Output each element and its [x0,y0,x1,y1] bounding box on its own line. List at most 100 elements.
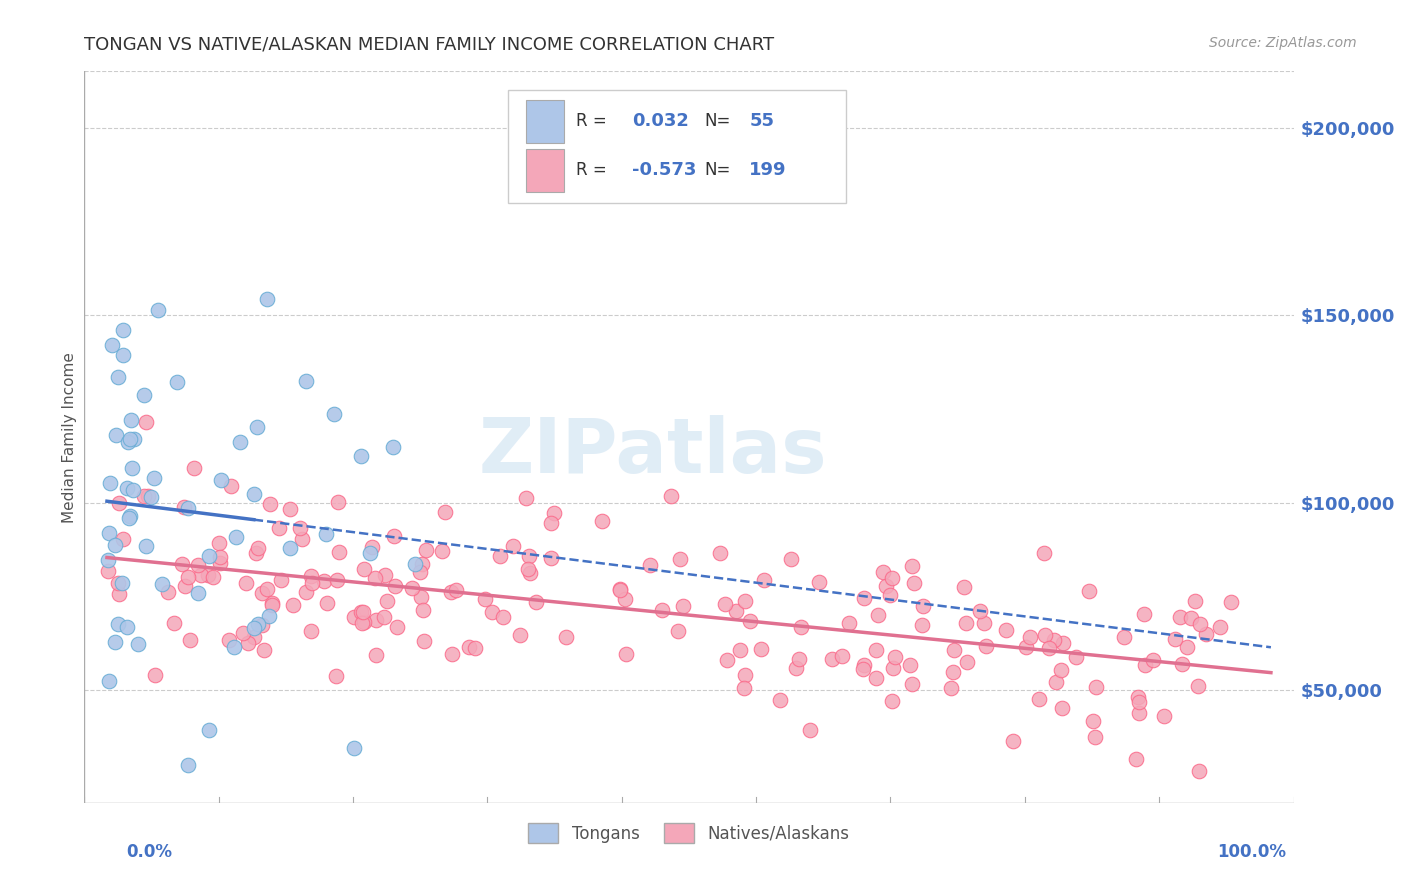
Point [1187,679,1209,693]
Point [709,546,731,560]
Point [1028,692,1050,706]
Text: R =: R = [576,161,613,179]
FancyBboxPatch shape [526,100,564,143]
Point [440,584,463,599]
Point [733,681,755,695]
Point [502,539,524,553]
Point [409,566,432,580]
Point [730,642,752,657]
Point [1019,630,1042,644]
Point [256,582,278,596]
Point [245,545,267,559]
Text: 0.0%: 0.0% [127,843,173,861]
Point [281,598,304,612]
Point [901,558,924,573]
Point [942,665,965,679]
Point [173,500,195,514]
Point [1064,649,1087,664]
Point [225,530,247,544]
Point [156,584,179,599]
Point [328,545,350,559]
Point [769,693,792,707]
Point [353,562,375,576]
Point [1033,628,1056,642]
Point [139,490,162,504]
Point [489,549,512,564]
Point [122,483,145,498]
Point [190,568,212,582]
Point [409,590,432,604]
Point [879,589,901,603]
Point [242,487,264,501]
Point [995,623,1018,637]
Point [1045,674,1067,689]
Point [1126,690,1149,704]
Point [434,504,457,518]
Point [222,640,245,654]
Point [725,603,748,617]
Point [1164,632,1187,647]
Point [387,620,409,634]
Point [209,474,232,488]
Point [359,546,381,560]
Point [1195,627,1218,641]
Point [1052,635,1074,649]
Point [956,655,979,669]
Point [301,576,323,591]
Point [1114,630,1136,644]
Point [352,605,374,619]
Point [411,558,433,572]
Point [127,637,149,651]
Point [111,532,134,546]
Point [177,500,200,515]
Point [148,303,170,318]
FancyBboxPatch shape [526,149,564,192]
Point [1142,653,1164,667]
Point [898,657,921,672]
Point [787,651,810,665]
Point [107,587,129,601]
Point [143,470,166,484]
Point [1219,595,1241,609]
Point [716,653,738,667]
Text: ZIPatlas: ZIPatlas [478,415,827,489]
Point [364,571,387,585]
Point [288,521,311,535]
Point [955,616,977,631]
Point [666,624,689,639]
Point [865,643,887,657]
Point [374,568,396,582]
Point [143,668,166,682]
Point [838,616,860,631]
Point [1189,617,1212,632]
Point [1133,607,1156,622]
Point [107,617,129,632]
Point [118,510,141,524]
Point [524,595,547,609]
Point [1168,610,1191,624]
Point [1015,640,1038,654]
Point [177,758,200,772]
Text: N=: N= [704,161,731,179]
Point [638,558,661,573]
Point [250,585,273,599]
Point [1083,731,1105,745]
Point [785,661,807,675]
Point [108,496,131,510]
Text: R =: R = [576,112,613,130]
Point [117,434,139,449]
Point [517,562,540,576]
Point [107,370,129,384]
Point [366,648,388,662]
Point [852,657,875,672]
Point [291,533,314,547]
Point [872,565,894,579]
Text: 100.0%: 100.0% [1218,843,1286,861]
Point [104,635,127,649]
Point [1184,593,1206,607]
Point [939,681,962,696]
Point [1188,764,1211,778]
Point [112,323,135,337]
Point [1153,709,1175,723]
Point [350,605,373,619]
